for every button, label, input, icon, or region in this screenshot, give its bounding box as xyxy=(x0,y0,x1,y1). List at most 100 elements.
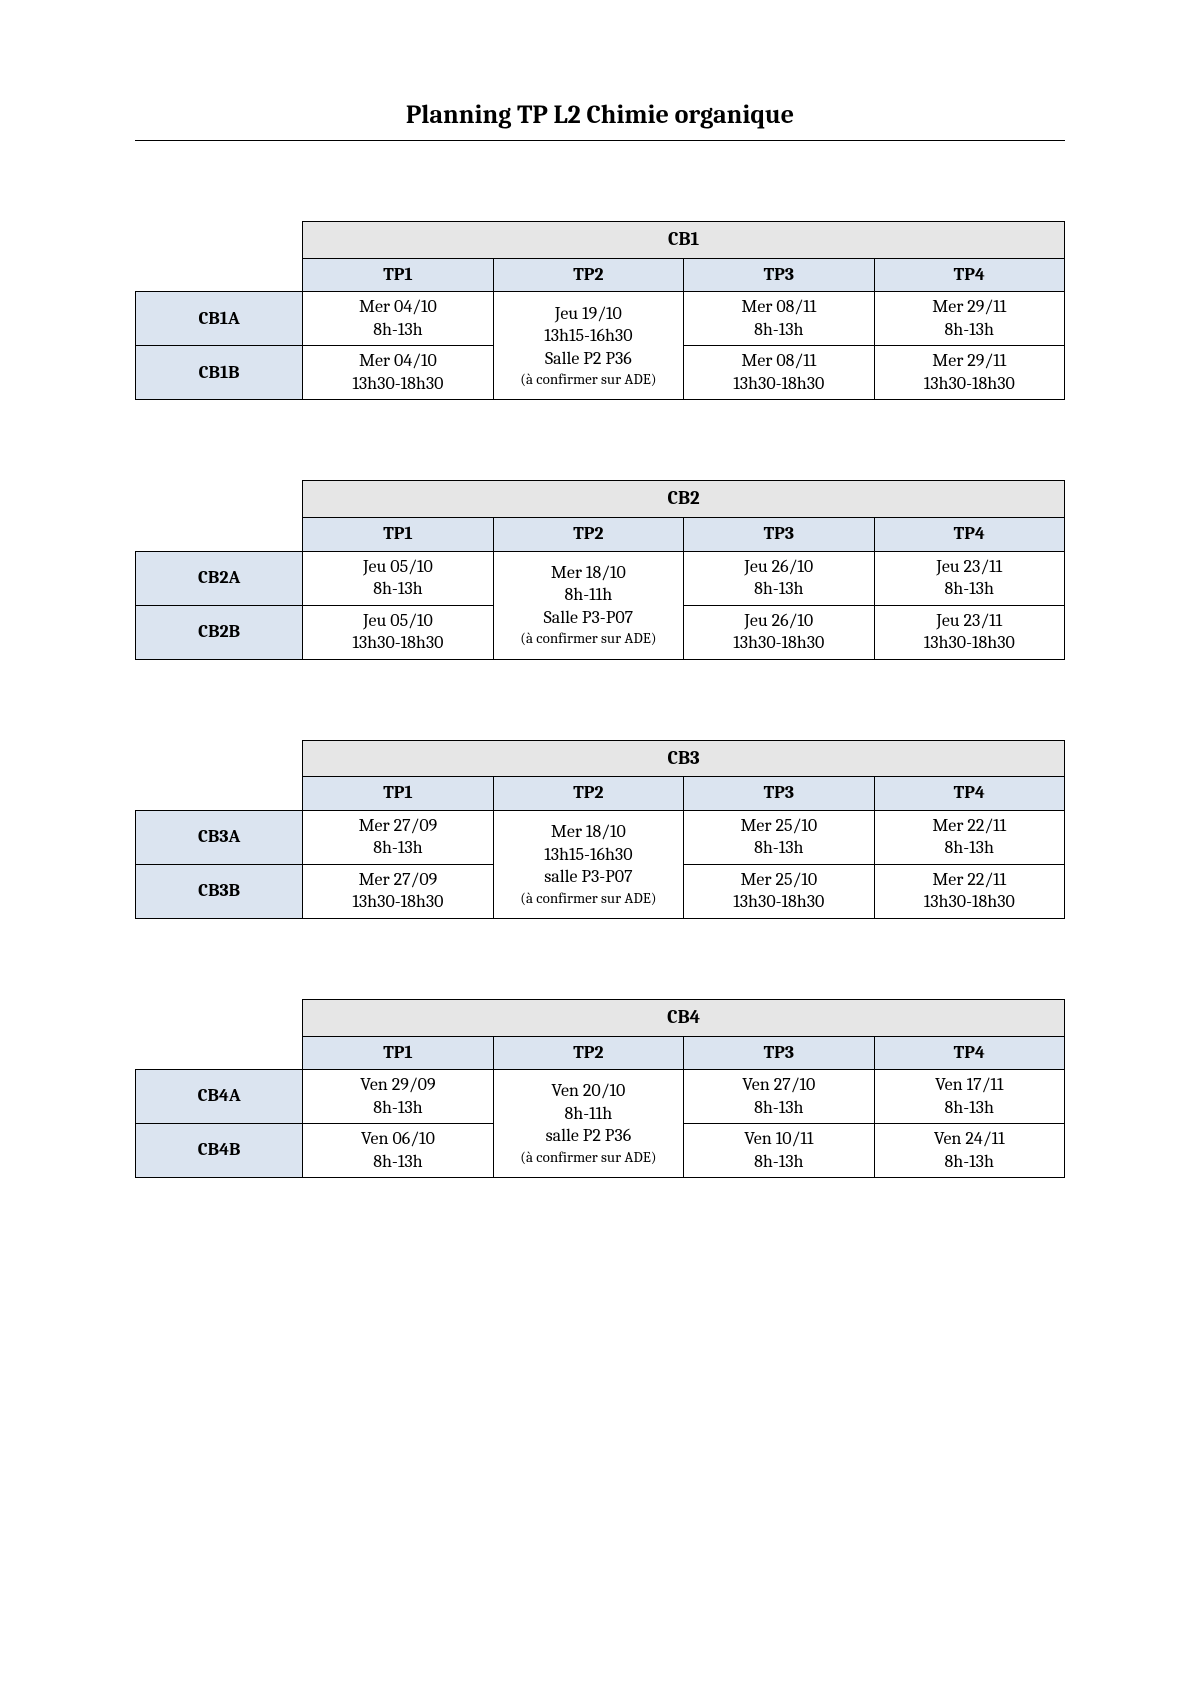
tp-header: TP4 xyxy=(874,518,1064,552)
cell-time: 8h-13h xyxy=(686,578,871,601)
empty-cell xyxy=(136,740,303,777)
schedule-cell: Ven 17/118h-13h xyxy=(874,1070,1064,1124)
schedule-cell: Mer 04/108h-13h xyxy=(303,292,493,346)
merged-tp2-cell: Jeu 19/1013h15-16h30Salle P2 P36(à confi… xyxy=(493,292,683,400)
tables-container: CB1TP1TP2TP3TP4CB1AMer 04/108h-13hJeu 19… xyxy=(135,221,1065,1178)
cell-time: 8h-11h xyxy=(496,1103,681,1126)
cell-time: 8h-13h xyxy=(877,837,1062,860)
cell-note: (à confirmer sur ADE) xyxy=(496,889,681,908)
empty-cell xyxy=(136,258,303,292)
cell-time: 8h-13h xyxy=(686,319,871,342)
cell-date: Jeu 05/10 xyxy=(305,610,490,633)
cell-date: Jeu 05/10 xyxy=(305,556,490,579)
schedule-cell: Ven 10/118h-13h xyxy=(684,1124,874,1178)
tp-header: TP4 xyxy=(874,1036,1064,1070)
cell-time: 13h30-18h30 xyxy=(686,891,871,914)
schedule-cell: Mer 25/108h-13h xyxy=(684,810,874,864)
planning-table-cb4: CB4TP1TP2TP3TP4CB4AVen 29/098h-13hVen 20… xyxy=(135,999,1065,1178)
group-header: CB1 xyxy=(303,222,1065,259)
cell-date: Ven 20/10 xyxy=(496,1080,681,1103)
tp-header: TP1 xyxy=(303,518,493,552)
tp-header: TP2 xyxy=(493,518,683,552)
tp-header: TP3 xyxy=(684,258,874,292)
cell-time: 8h-13h xyxy=(305,578,490,601)
row-label: CB4A xyxy=(136,1070,303,1124)
merged-tp2-cell: Ven 20/108h-11hsalle P2 P36(à confirmer … xyxy=(493,1070,683,1178)
cell-date: Mer 18/10 xyxy=(496,821,681,844)
schedule-cell: Mer 08/1113h30-18h30 xyxy=(684,346,874,400)
cell-time: 8h-13h xyxy=(686,1151,871,1174)
group-header: CB2 xyxy=(303,481,1065,518)
cell-time: 13h30-18h30 xyxy=(305,632,490,655)
empty-cell xyxy=(136,222,303,259)
cell-time: 13h30-18h30 xyxy=(686,632,871,655)
page: Planning TP L2 Chimie organique CB1TP1TP… xyxy=(0,0,1200,1338)
cell-date: Mer 27/09 xyxy=(305,815,490,838)
cell-date: Jeu 26/10 xyxy=(686,610,871,633)
cell-time: 8h-13h xyxy=(305,1151,490,1174)
schedule-cell: Jeu 26/108h-13h xyxy=(684,551,874,605)
tp-header: TP1 xyxy=(303,258,493,292)
schedule-cell: Mer 29/118h-13h xyxy=(874,292,1064,346)
cell-date: Mer 25/10 xyxy=(686,869,871,892)
schedule-cell: Ven 29/098h-13h xyxy=(303,1070,493,1124)
title-underline xyxy=(135,140,1065,141)
cell-date: Jeu 26/10 xyxy=(686,556,871,579)
schedule-cell: Ven 06/108h-13h xyxy=(303,1124,493,1178)
cell-date: Mer 04/10 xyxy=(305,296,490,319)
cell-room: Salle P2 P36 xyxy=(496,348,681,371)
cell-date: Mer 29/11 xyxy=(877,350,1062,373)
cell-time: 8h-13h xyxy=(686,1097,871,1120)
schedule-cell: Mer 29/1113h30-18h30 xyxy=(874,346,1064,400)
row-label: CB1A xyxy=(136,292,303,346)
cell-time: 13h30-18h30 xyxy=(877,632,1062,655)
cell-date: Ven 24/11 xyxy=(877,1128,1062,1151)
empty-cell xyxy=(136,481,303,518)
row-label: CB2A xyxy=(136,551,303,605)
schedule-cell: Mer 27/098h-13h xyxy=(303,810,493,864)
row-label: CB4B xyxy=(136,1124,303,1178)
cell-note: (à confirmer sur ADE) xyxy=(496,1148,681,1167)
merged-tp2-cell: Mer 18/108h-11hSalle P3-P07(à confirmer … xyxy=(493,551,683,659)
cell-room: salle P2 P36 xyxy=(496,1125,681,1148)
cell-date: Mer 08/11 xyxy=(686,296,871,319)
cell-date: Ven 06/10 xyxy=(305,1128,490,1151)
row-label: CB3B xyxy=(136,864,303,918)
cell-room: salle P3-P07 xyxy=(496,866,681,889)
cell-time: 8h-13h xyxy=(877,578,1062,601)
cell-note: (à confirmer sur ADE) xyxy=(496,370,681,389)
schedule-cell: Mer 25/1013h30-18h30 xyxy=(684,864,874,918)
cell-date: Mer 25/10 xyxy=(686,815,871,838)
cell-date: Mer 27/09 xyxy=(305,869,490,892)
group-header: CB3 xyxy=(303,740,1065,777)
tp-header: TP1 xyxy=(303,777,493,811)
merged-tp2-cell: Mer 18/1013h15-16h30salle P3-P07(à confi… xyxy=(493,810,683,918)
empty-cell xyxy=(136,518,303,552)
cell-date: Ven 27/10 xyxy=(686,1074,871,1097)
empty-cell xyxy=(136,1036,303,1070)
planning-table-cb3: CB3TP1TP2TP3TP4CB3AMer 27/098h-13hMer 18… xyxy=(135,740,1065,919)
schedule-cell: Jeu 23/118h-13h xyxy=(874,551,1064,605)
tp-header: TP1 xyxy=(303,1036,493,1070)
tp-header: TP4 xyxy=(874,777,1064,811)
tp-header: TP4 xyxy=(874,258,1064,292)
schedule-cell: Ven 24/118h-13h xyxy=(874,1124,1064,1178)
schedule-cell: Mer 27/0913h30-18h30 xyxy=(303,864,493,918)
cell-time: 8h-13h xyxy=(877,1097,1062,1120)
cell-date: Mer 22/11 xyxy=(877,815,1062,838)
cell-time: 13h30-18h30 xyxy=(877,373,1062,396)
cell-time: 8h-13h xyxy=(877,1151,1062,1174)
row-label: CB3A xyxy=(136,810,303,864)
cell-date: Jeu 23/11 xyxy=(877,556,1062,579)
cell-time: 8h-13h xyxy=(305,1097,490,1120)
cell-time: 8h-13h xyxy=(877,319,1062,342)
schedule-cell: Mer 08/118h-13h xyxy=(684,292,874,346)
tp-header: TP2 xyxy=(493,1036,683,1070)
cell-time: 13h15-16h30 xyxy=(496,325,681,348)
schedule-cell: Mer 22/1113h30-18h30 xyxy=(874,864,1064,918)
row-label: CB1B xyxy=(136,346,303,400)
cell-date: Mer 04/10 xyxy=(305,350,490,373)
tp-header: TP2 xyxy=(493,777,683,811)
cell-room: Salle P3-P07 xyxy=(496,607,681,630)
cell-date: Mer 18/10 xyxy=(496,562,681,585)
